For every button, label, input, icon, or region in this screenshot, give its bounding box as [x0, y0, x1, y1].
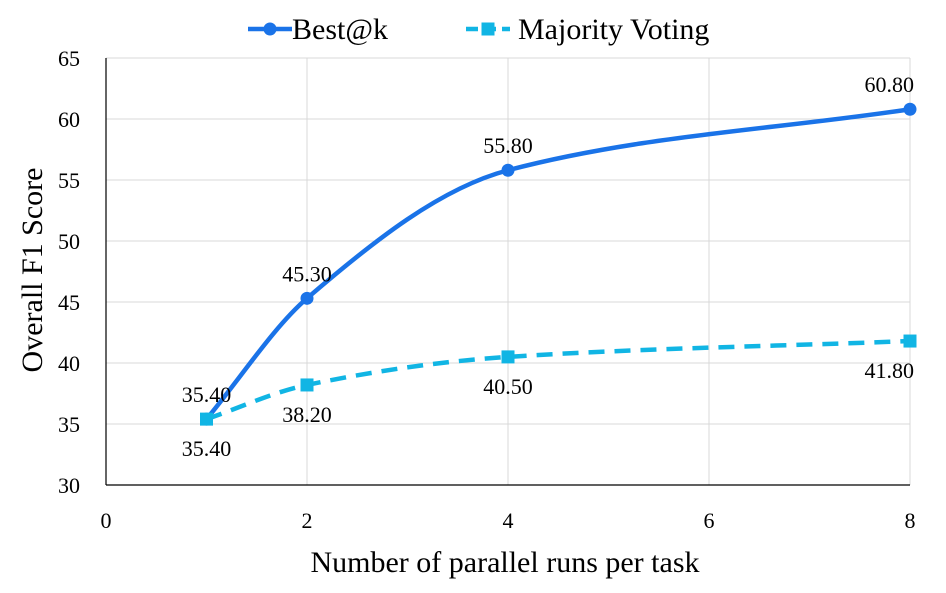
- y-tick-label: 65: [58, 46, 80, 71]
- x-tick-label: 6: [704, 508, 715, 533]
- y-tick-label: 55: [58, 168, 80, 193]
- data-label: 41.80: [865, 358, 915, 383]
- data-label: 38.20: [282, 402, 332, 427]
- data-label: 40.50: [483, 374, 533, 399]
- data-label: 35.40: [182, 382, 232, 407]
- data-point: [903, 334, 917, 348]
- x-tick-label: 8: [905, 508, 916, 533]
- legend-label: Best@k: [292, 13, 388, 46]
- data-point: [501, 350, 515, 364]
- y-tick-label: 45: [58, 290, 80, 315]
- y-axis-title: Overall F1 Score: [16, 168, 49, 373]
- legend: Best@k Majority Voting: [248, 13, 709, 46]
- data-label: 35.40: [182, 436, 232, 461]
- data-point: [501, 163, 515, 177]
- series-markers: [200, 102, 917, 426]
- data-point: [300, 378, 314, 392]
- data-point: [300, 291, 314, 305]
- axes: 30 35 40 45 50 55 60 65 0 2 4 6 8: [58, 46, 916, 533]
- y-tick-label: 30: [58, 473, 80, 498]
- data-labels: 35.40 45.30 55.80 60.80 35.40 38.20 40.50 41.80: [182, 72, 914, 461]
- data-label: 55.80: [483, 133, 533, 158]
- x-axis-title: Number of parallel runs per task: [310, 546, 699, 579]
- data-label: 45.30: [282, 261, 332, 286]
- x-tick-label: 2: [302, 508, 313, 533]
- legend-marker: [481, 22, 495, 36]
- y-tick-label: 35: [58, 412, 80, 437]
- data-point: [903, 102, 917, 116]
- series-line-best-at-k: [204, 106, 913, 422]
- data-label: 60.80: [865, 72, 915, 97]
- y-tick-label: 40: [58, 351, 80, 376]
- data-point: [200, 412, 213, 426]
- legend-marker: [263, 22, 277, 36]
- legend-label: Majority Voting: [518, 13, 709, 46]
- gridlines: [106, 57, 911, 486]
- x-tick-label: 4: [503, 508, 514, 533]
- series-line-majority-voting: [205, 338, 911, 422]
- x-tick-label: 0: [101, 508, 112, 533]
- y-tick-label: 50: [58, 229, 80, 254]
- series-lines: [204, 106, 913, 422]
- y-tick-label: 60: [58, 107, 80, 132]
